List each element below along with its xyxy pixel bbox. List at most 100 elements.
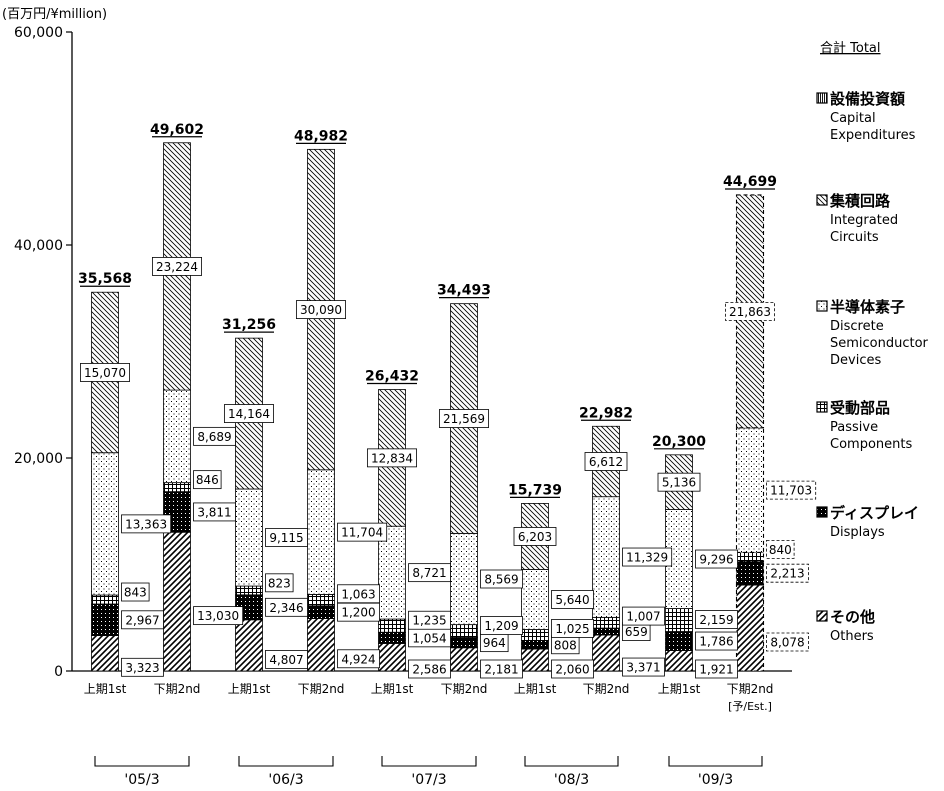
data-label-box [337, 649, 380, 669]
data-label-box [265, 528, 308, 547]
data-label: 8,689 [197, 430, 231, 444]
bar-segment [735, 584, 765, 672]
y-axis: 0 20,000 40,000 60,000 [14, 25, 792, 680]
legend-label-en: Semiconductor [830, 336, 929, 351]
data-label-box [766, 480, 817, 500]
bar-segment [307, 605, 335, 619]
legend-swatch [816, 300, 828, 312]
legend-label-en: Circuits [830, 230, 879, 245]
data-label-box [193, 470, 222, 490]
bar-segment [665, 608, 693, 632]
data-label: 8,078 [770, 635, 804, 649]
legend-label-ja: その他 [830, 608, 875, 626]
data-label-box [121, 514, 172, 534]
legend-label-en: Components [830, 437, 912, 452]
bar-segment [450, 637, 478, 649]
bar-segment [91, 635, 119, 672]
data-label: 4,807 [269, 653, 303, 667]
data-label-box [584, 452, 628, 471]
data-label: 840 [769, 543, 792, 557]
data-label: 21,863 [729, 305, 771, 319]
bar-segment [735, 560, 765, 586]
bar-segment [91, 594, 119, 605]
bar-segment [592, 616, 620, 629]
data-label-box [513, 527, 557, 546]
data-label: 15,070 [84, 366, 126, 380]
x-category-label: 下期2nd [441, 682, 488, 696]
data-label-box [695, 659, 738, 679]
data-label-box [121, 582, 150, 602]
legend-label-en: Devices [830, 353, 881, 368]
data-label: 3,371 [626, 661, 660, 675]
period-bracket [94, 756, 190, 767]
bar-total-label: 48,982 [294, 128, 348, 144]
data-label: 4,924 [341, 652, 375, 666]
data-label: 1,209 [484, 619, 518, 633]
data-label: 14,164 [228, 407, 270, 421]
bar-total-label: 22,982 [579, 405, 633, 421]
bar-total-label: 31,256 [222, 317, 276, 333]
data-label: 12,834 [371, 451, 413, 465]
period-bracket [381, 756, 477, 767]
data-label-box [480, 569, 523, 589]
period-bracket [238, 756, 334, 767]
data-label-box [695, 631, 738, 651]
data-label-box [295, 300, 346, 319]
bar-segment [378, 643, 406, 672]
data-label: 6,612 [589, 455, 623, 469]
y-tick-label: 40,000 [14, 238, 63, 254]
legend-label-ja: 集積回路 [829, 192, 891, 210]
bar-segment [735, 551, 765, 562]
data-label-box [265, 597, 308, 617]
data-label: 1,235 [412, 614, 446, 628]
unit-label: (百万円/¥million) [2, 7, 107, 22]
legend-label-en: Passive [830, 420, 878, 435]
bar-total-label: 20,300 [652, 434, 706, 450]
bar-total-label: 35,568 [78, 271, 132, 287]
data-label: 30,090 [300, 303, 342, 317]
data-label: 3,811 [197, 505, 231, 519]
bar-segment [450, 647, 478, 672]
bar-segment [450, 532, 478, 626]
data-label-box [408, 563, 451, 583]
y-tick-label: 60,000 [14, 25, 63, 41]
x-category-label: 上期1st [228, 682, 271, 696]
data-label-box [657, 472, 701, 492]
data-label: 23,224 [156, 260, 198, 274]
data-label-box [622, 547, 673, 567]
x-category-label: 上期1st [514, 682, 557, 696]
bar-segment [665, 631, 693, 651]
x-category-label: 上期1st [658, 682, 701, 696]
x-category-label: 下期2nd [154, 682, 201, 696]
data-label: 1,200 [341, 606, 375, 620]
data-label-box [80, 363, 131, 382]
y-tick-label: 0 [54, 664, 63, 680]
legend-label-en: Integrated [830, 213, 898, 228]
data-label: 1,921 [699, 663, 733, 677]
data-label-box [480, 659, 523, 679]
data-label: 5,136 [662, 476, 696, 490]
data-label-box [265, 650, 308, 669]
data-label: 13,030 [197, 609, 239, 623]
data-label-box [766, 632, 809, 652]
bar-segment [307, 618, 335, 672]
data-label-box [695, 549, 738, 569]
data-label-box [337, 584, 380, 604]
x-axis: 上期1st 下期2nd 上期1st 下期2nd 上期1st 下期2nd 上期1st 下期2nd… [84, 682, 774, 788]
bar-segment [378, 631, 406, 644]
legend-swatch [816, 610, 828, 622]
bar-segment [665, 650, 693, 672]
legend: 設備投資額 Capital Expenditures 集積回路 Integrated Ci… [816, 90, 929, 644]
legend-label-ja: 受動部品 [830, 399, 890, 417]
period-label: '08/3 [554, 772, 589, 788]
x-category-label: 上期1st [371, 682, 414, 696]
data-label: 2,181 [484, 663, 518, 677]
data-label: 11,329 [626, 551, 668, 565]
data-label: 11,704 [341, 526, 383, 540]
legend-label-en: Discrete [830, 319, 884, 334]
x-category-label: 下期2nd [727, 682, 774, 696]
bar-segment [521, 640, 549, 650]
period-bracket [668, 756, 763, 767]
data-label: 2,967 [125, 613, 159, 627]
data-label-box [766, 563, 809, 583]
